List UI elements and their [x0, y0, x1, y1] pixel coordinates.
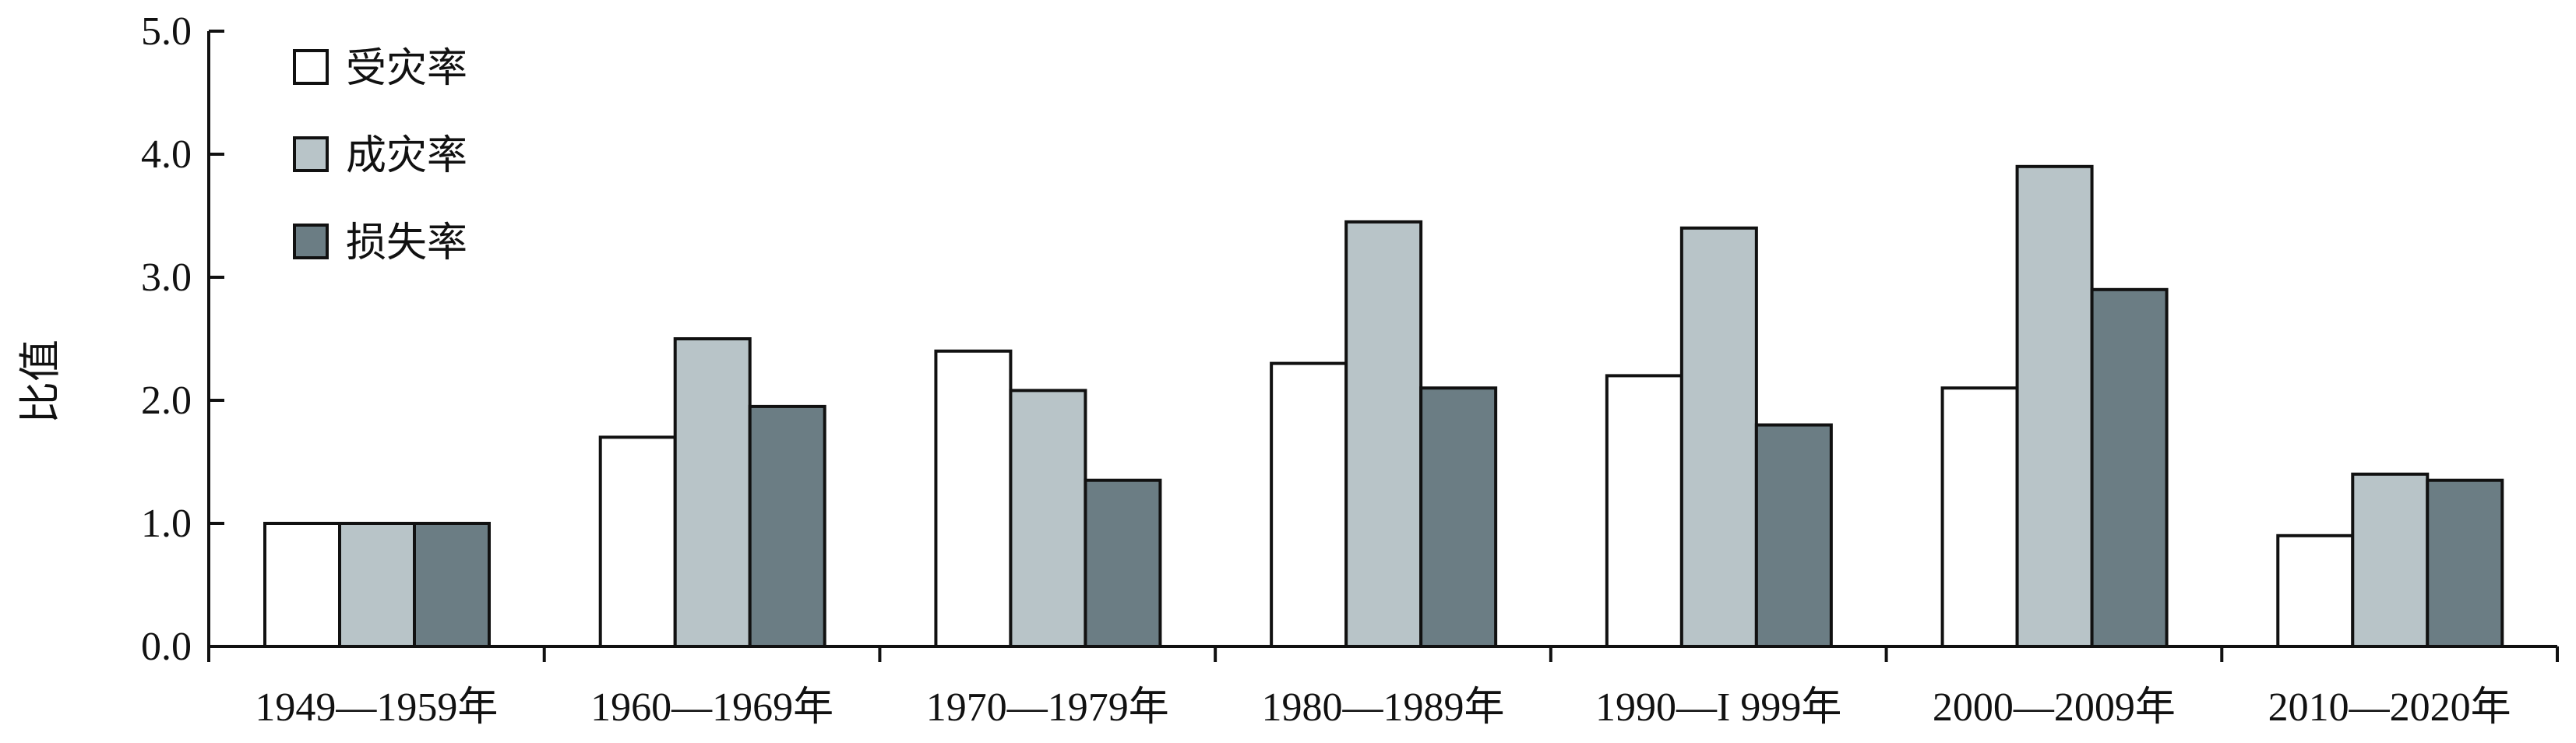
legend-label: 损失率 [346, 220, 467, 266]
legend-item: 受灾率 [293, 45, 467, 92]
y-tick-label: 1.0 [141, 502, 192, 546]
bar [748, 404, 826, 649]
bar [2276, 533, 2355, 648]
legend-item: 损失率 [293, 220, 467, 266]
x-tick-label: 1990—I 999年 [1595, 685, 1841, 730]
bars [263, 164, 2504, 649]
legend-label: 受灾率 [346, 45, 467, 92]
x-tick-label: 2010—2020年 [2268, 685, 2511, 730]
bar [1940, 386, 2019, 648]
bar [1270, 361, 1348, 648]
bar [263, 522, 341, 648]
legend-item: 成灾率 [293, 132, 467, 179]
bar [413, 522, 491, 648]
x-tick-label: 1949—1959年 [255, 685, 498, 730]
bar [673, 337, 752, 648]
y-tick-label: 4.0 [141, 132, 192, 177]
y-tick-label: 0.0 [141, 625, 192, 669]
bar [1419, 386, 1498, 648]
x-tick-label: 2000—2009年 [1933, 685, 2176, 730]
bar [934, 349, 1013, 648]
x-tick-label: 1980—1989年 [1261, 685, 1504, 730]
bar [2351, 472, 2430, 648]
bar [1344, 220, 1423, 648]
legend-label: 成灾率 [346, 132, 467, 179]
bar [1605, 374, 1683, 648]
bar [598, 435, 677, 649]
bar [1009, 389, 1087, 648]
x-tick-label: 1970—1979年 [926, 685, 1169, 730]
y-tick-label: 3.0 [141, 255, 192, 300]
legend-swatch [293, 136, 329, 172]
legend-swatch [293, 49, 329, 85]
bar [1084, 478, 1162, 649]
x-tick-label: 1960—1969年 [590, 685, 833, 730]
y-tick-label: 5.0 [141, 9, 192, 54]
bar [2426, 478, 2504, 649]
legend-swatch [293, 224, 329, 259]
y-axis-title: 比值 [16, 340, 65, 424]
bar [2015, 164, 2094, 649]
bar [1679, 226, 1758, 648]
y-tick-label: 2.0 [141, 379, 192, 423]
bar [2090, 287, 2169, 648]
axes: 0.0 1.0 2.0 3.0 4.0 5.0 1949—1959年 1960—1969年 19… [141, 9, 2559, 730]
bar [338, 522, 416, 648]
bar [1754, 423, 1833, 648]
